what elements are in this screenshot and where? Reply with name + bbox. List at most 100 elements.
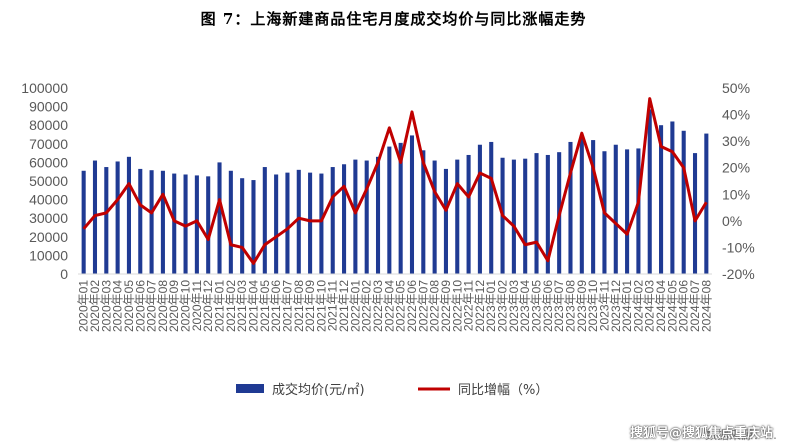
bar [545,154,550,274]
x-tick-label: 2022年08 [428,280,442,332]
x-tick-label: 2023年05 [530,280,544,332]
bar [240,178,245,274]
y-right-tick-label: 0% [722,213,742,229]
x-tick-label: 2020年03 [99,280,113,332]
legend: 成交均价(元/㎡) 同比增幅（%） [236,382,548,398]
x-tick-label: 2023年07 [552,280,566,332]
y-right-tick-label: 40% [722,107,750,123]
bar [489,141,494,274]
x-tick-label: 2022年03 [371,280,385,332]
bar [681,130,686,274]
x-tick-label: 2023年11 [597,280,611,331]
x-tick-label: 2023年12 [609,280,623,332]
bar [625,149,630,274]
x-tick-label: 2021年07 [280,280,294,332]
bar [353,159,358,274]
x-tick-label: 2022年11 [462,280,476,331]
x-tick-label: 2022年01 [348,280,362,332]
x-tick-label: 2020年06 [133,280,147,332]
x-tick-label: 2022年02 [360,280,374,332]
y-left-tick-label: 70000 [29,136,68,152]
x-tick-label: 2022年09 [439,280,453,332]
x-tick-label: 2022年04 [382,280,396,332]
bar [523,158,528,274]
bar [421,150,426,274]
bar [398,142,403,274]
y-left-tick-label: 50000 [29,173,68,189]
bar [443,168,448,274]
bar [613,144,618,274]
x-tick-label: 2021年12 [337,280,351,332]
bar [296,169,301,274]
x-tick-label: 2020年08 [156,280,170,332]
x-tick-label: 2021年11 [326,280,340,331]
bar [149,170,154,274]
bar [647,109,652,274]
x-tick-label: 2024年01 [620,280,634,332]
bar [126,156,131,274]
x-axis: 2020年012020年022020年032020年042020年052020年… [77,273,713,332]
y-left-tick-label: 30000 [29,210,68,226]
y-left-tick-label: 0 [60,266,68,282]
x-tick-label: 2023年01 [484,280,498,332]
x-tick-label: 2021年03 [235,280,249,332]
x-tick-label: 2023年03 [507,280,521,332]
watermark: 搜狐号@搜狐焦点重庆站 [629,426,773,441]
bar [477,144,482,274]
x-tick-label: 2023年04 [518,280,532,332]
x-tick-label: 2020年01 [77,280,91,332]
x-tick-label: 2021年10 [314,280,328,332]
bar [194,175,199,274]
y-right-tick-label: 20% [722,160,750,176]
x-tick-label: 2021年01 [213,280,227,332]
y-left-tick-label: 80000 [29,117,68,133]
x-tick-label: 2024年08 [699,280,713,332]
bar [511,159,516,274]
bar [432,160,437,274]
y-left-tick-label: 20000 [29,229,68,245]
bar [104,167,109,274]
x-tick-label: 2024年04 [654,280,668,332]
bar [138,168,143,274]
x-tick-label: 2020年05 [122,280,136,332]
x-tick-label: 2022年10 [450,280,464,332]
x-tick-label: 2023年08 [563,280,577,332]
bar [387,146,392,274]
x-tick-label: 2023年02 [496,280,510,332]
bar [319,173,324,274]
x-tick-label: 2022年12 [473,280,487,332]
bar [455,159,460,274]
bar [262,167,267,274]
line-series [82,97,708,265]
x-tick-label: 2023年06 [541,280,555,332]
y-right-tick-label: 10% [722,186,750,202]
bar [568,141,573,274]
legend-line-label: 同比增幅（%） [458,383,548,398]
y-left-tick-label: 100000 [21,80,68,96]
x-tick-label: 2020年04 [111,280,125,332]
bar [670,121,675,274]
y-left-tick-label: 60000 [29,154,68,170]
bar [274,174,279,274]
chart-title: 图 7：上海新建商品住宅月度成交均价与同比涨幅走势 [200,10,587,28]
x-tick-label: 2022年05 [394,280,408,332]
bar [308,172,313,274]
x-tick-label: 2020年07 [145,280,159,332]
bar [534,153,539,274]
bar [330,167,335,274]
y-left-tick-label: 10000 [29,247,68,263]
bar [659,125,664,274]
x-tick-label: 2020年12 [201,280,215,332]
legend-bar-swatch [236,384,264,393]
x-tick-label: 2021年08 [292,280,306,332]
bar [251,180,256,274]
x-tick-label: 2021年09 [303,280,317,332]
bar [115,161,120,274]
bar [206,176,211,274]
x-tick-label: 2024年05 [665,280,679,332]
bar [172,173,177,274]
y-left-axis: 0 10000 20000 30000 40000 50000 60000 70000 8000… [21,80,68,282]
bar [364,160,369,274]
y-left-tick-label: 90000 [29,99,68,115]
